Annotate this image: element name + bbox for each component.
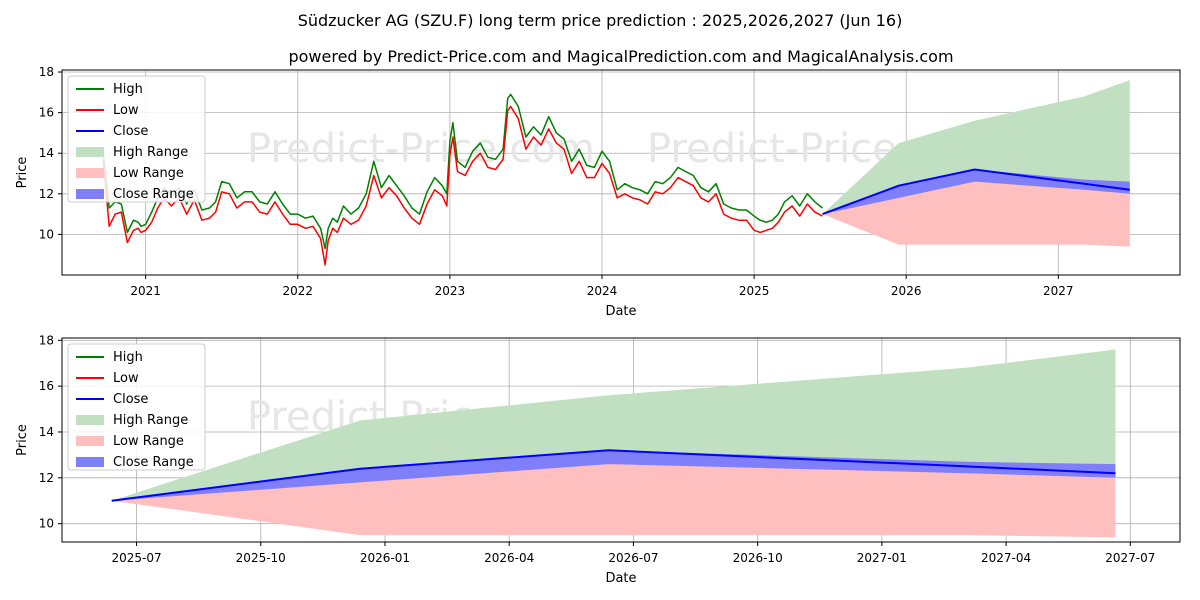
y-tick-label: 10 xyxy=(39,517,54,531)
legend-swatch-high-range xyxy=(76,415,104,425)
x-tick-label: 2027 xyxy=(1043,284,1074,298)
y-tick-label: 18 xyxy=(39,333,54,347)
x-tick-label: 2027-07 xyxy=(1105,551,1155,565)
legend-label-close: Close xyxy=(113,392,148,407)
y-tick-label: 16 xyxy=(39,379,54,393)
legend-swatch-close-range xyxy=(76,457,104,467)
x-tick-label: 2027-04 xyxy=(981,551,1031,565)
x-axis-label: Date xyxy=(605,304,636,319)
watermark-left: Predict-Price.com xyxy=(247,126,595,172)
high-range-band xyxy=(822,80,1130,215)
x-axis-label: Date xyxy=(605,571,636,586)
x-tick-label: 2022 xyxy=(282,284,313,298)
legend-label-high-range: High Range xyxy=(113,145,188,160)
panel-top: Predict-Price.com Predict-Price.com 2021 20… xyxy=(15,65,1181,319)
x-tick-label: 2024 xyxy=(587,284,618,298)
high-series-line xyxy=(102,93,823,250)
legend-swatch-low-range xyxy=(76,168,104,178)
close-range-band xyxy=(111,450,1116,501)
legend-swatch-high-range xyxy=(76,147,104,157)
x-tick-label: 2021 xyxy=(130,284,161,298)
legend-label-low-range: Low Range xyxy=(113,434,184,449)
y-tick-label: 12 xyxy=(39,187,54,201)
close-series-line xyxy=(111,449,1116,502)
x-tick-label: 2025-10 xyxy=(236,551,286,565)
y-tick-label: 16 xyxy=(39,106,54,120)
legend-label-close-range: Close Range xyxy=(113,187,194,202)
y-axis-label: Price xyxy=(15,157,30,189)
high-range-band xyxy=(111,349,1116,501)
x-tick-label: 2025-07 xyxy=(111,551,161,565)
chart-subtitle: powered by Predict-Price.com and Magical… xyxy=(288,47,953,66)
legend-swatch-low-range xyxy=(76,436,104,446)
x-tick-label: 2026-10 xyxy=(733,551,783,565)
y-tick-label: 12 xyxy=(39,471,54,485)
x-tick-label: 2025 xyxy=(739,284,770,298)
y-axis-label: Price xyxy=(15,424,30,456)
plot-frame xyxy=(61,69,1181,276)
legend-label-close: Close xyxy=(113,124,148,139)
legend-label-low: Low xyxy=(113,371,139,386)
close-series-line xyxy=(822,168,1130,216)
y-tick-label: 10 xyxy=(39,227,54,241)
legend-label-high: High xyxy=(113,350,143,365)
legend-swatch-close-range xyxy=(76,189,104,199)
low-series-line xyxy=(102,105,823,266)
chart-title: Südzucker AG (SZU.F) long term price pre… xyxy=(298,11,903,30)
y-tick-label: 14 xyxy=(39,425,54,439)
legend-label-high: High xyxy=(113,82,143,97)
y-tick-label: 14 xyxy=(39,146,54,160)
legend-label-high-range: High Range xyxy=(113,413,188,428)
legend-label-low-range: Low Range xyxy=(113,166,184,181)
x-tick-label: 2023 xyxy=(435,284,466,298)
legend-label-low: Low xyxy=(113,103,139,118)
x-tick-label: 2026 xyxy=(891,284,922,298)
x-tick-label: 2026-01 xyxy=(360,551,410,565)
y-tick-label: 18 xyxy=(39,65,54,79)
x-tick-label: 2026-07 xyxy=(608,551,658,565)
x-tick-label: 2026-04 xyxy=(484,551,534,565)
x-tick-label: 2027-01 xyxy=(857,551,907,565)
plot-frame xyxy=(61,337,1181,543)
legend-label-close-range: Close Range xyxy=(113,455,194,470)
